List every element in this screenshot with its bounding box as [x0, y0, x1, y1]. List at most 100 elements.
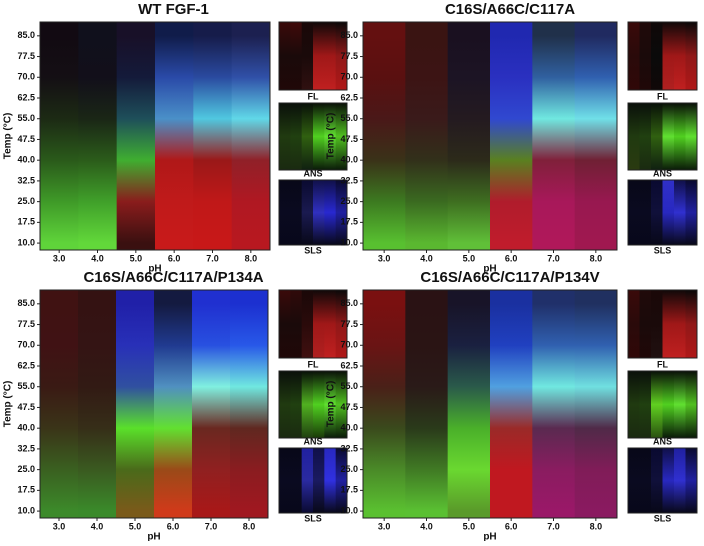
inset-label: SLS: [654, 513, 672, 523]
x-tick-label: 3.0: [53, 253, 66, 263]
x-tick-label: 4.0: [420, 253, 433, 263]
inset-label: FL: [308, 91, 319, 101]
inset-column: [628, 448, 640, 513]
phase-column: [405, 290, 448, 518]
inset-column: [290, 103, 302, 170]
inset-column: [628, 371, 640, 438]
inset-column: [336, 180, 348, 245]
inset-column: [686, 448, 698, 513]
inset-column: [674, 448, 686, 513]
inset-column: [324, 180, 336, 245]
panel-title: C16S/A66C/C117A: [445, 1, 575, 18]
inset-label: SLS: [304, 513, 322, 523]
y-tick-label: 32.5: [17, 443, 35, 453]
inset-column: [674, 103, 686, 170]
y-tick-label: 40.0: [340, 155, 358, 165]
y-tick-label: 10.0: [17, 237, 35, 247]
x-tick-label: 7.0: [205, 521, 218, 531]
y-axis-label: Temp (°C): [326, 113, 337, 160]
phase-column: [490, 290, 533, 518]
panel-title: C16S/A66C/C117A/P134V: [420, 269, 599, 286]
y-tick-label: 40.0: [17, 423, 35, 433]
x-tick-label: 8.0: [590, 253, 603, 263]
inset-column: [640, 180, 652, 245]
inset-column: [313, 180, 325, 245]
inset-label: ANS: [303, 168, 322, 178]
inset-column: [651, 22, 663, 90]
phase-column: [363, 290, 406, 518]
phase-column: [192, 290, 231, 518]
phase-column: [116, 290, 155, 518]
y-tick-label: 70.0: [340, 72, 358, 82]
y-tick-label: 32.5: [340, 175, 358, 185]
x-tick-label: 3.0: [53, 521, 66, 531]
x-tick-label: 5.0: [129, 521, 142, 531]
y-tick-label: 55.0: [340, 381, 358, 391]
inset-column: [663, 22, 675, 90]
inset-column: [313, 448, 325, 513]
y-tick-label: 47.5: [17, 402, 35, 412]
x-tick-label: 5.0: [130, 253, 143, 263]
inset-column: [640, 103, 652, 170]
panel-title: WT FGF-1: [138, 1, 209, 18]
y-tick-label: 40.0: [17, 155, 35, 165]
x-tick-label: 7.0: [206, 253, 219, 263]
inset-label: ANS: [303, 436, 322, 446]
x-tick-label: 8.0: [243, 521, 256, 531]
panel-title: C16S/A66C/C117A/P134A: [83, 269, 263, 286]
y-tick-label: 47.5: [17, 134, 35, 144]
inset-column: [324, 22, 336, 90]
y-tick-label: 17.5: [17, 485, 35, 495]
y-tick-label: 55.0: [17, 381, 35, 391]
x-tick-label: 8.0: [590, 521, 603, 531]
inset-column: [324, 448, 336, 513]
phase-column: [448, 290, 491, 518]
inset-column: [640, 22, 652, 90]
inset-column: [663, 448, 675, 513]
x-tick-label: 4.0: [91, 521, 104, 531]
x-tick-label: 3.0: [378, 253, 391, 263]
inset-label: FL: [657, 91, 668, 101]
phase-column: [448, 22, 491, 250]
inset-column: [686, 371, 698, 438]
x-tick-label: 7.0: [547, 253, 560, 263]
phase-column: [193, 22, 232, 250]
x-tick-label: 4.0: [91, 253, 104, 263]
inset-label: SLS: [654, 245, 672, 255]
inset-column: [674, 180, 686, 245]
inset-column: [686, 103, 698, 170]
inset-column: [686, 22, 698, 90]
inset-column: [651, 290, 663, 358]
inset-label: ANS: [653, 168, 672, 178]
x-axis-label: pH: [483, 532, 496, 541]
inset-column: [279, 290, 291, 358]
inset-column: [279, 371, 291, 438]
y-tick-label: 25.0: [17, 464, 35, 474]
y-axis-label: Temp (°C): [326, 381, 337, 428]
phase-column: [230, 290, 269, 518]
phase-column: [232, 22, 271, 250]
y-tick-label: 25.0: [17, 196, 35, 206]
inset-column: [663, 371, 675, 438]
inset-label: ANS: [653, 436, 672, 446]
inset-column: [290, 22, 302, 90]
y-tick-label: 85.0: [340, 30, 358, 40]
inset-column: [279, 448, 291, 513]
phase-column: [40, 22, 79, 250]
inset-label: FL: [308, 359, 319, 369]
inset-column: [324, 290, 336, 358]
x-axis-label: pH: [147, 532, 160, 541]
y-tick-label: 17.5: [17, 217, 35, 227]
inset-column: [302, 103, 314, 170]
phase-column: [575, 22, 618, 250]
inset-column: [628, 103, 640, 170]
inset-column: [290, 180, 302, 245]
y-tick-label: 85.0: [17, 30, 35, 40]
y-tick-label: 25.0: [340, 196, 358, 206]
y-axis-label: Temp (°C): [3, 381, 14, 428]
inset-column: [313, 103, 325, 170]
phase-column: [363, 22, 406, 250]
y-tick-label: 62.5: [17, 92, 35, 102]
inset-column: [302, 290, 314, 358]
